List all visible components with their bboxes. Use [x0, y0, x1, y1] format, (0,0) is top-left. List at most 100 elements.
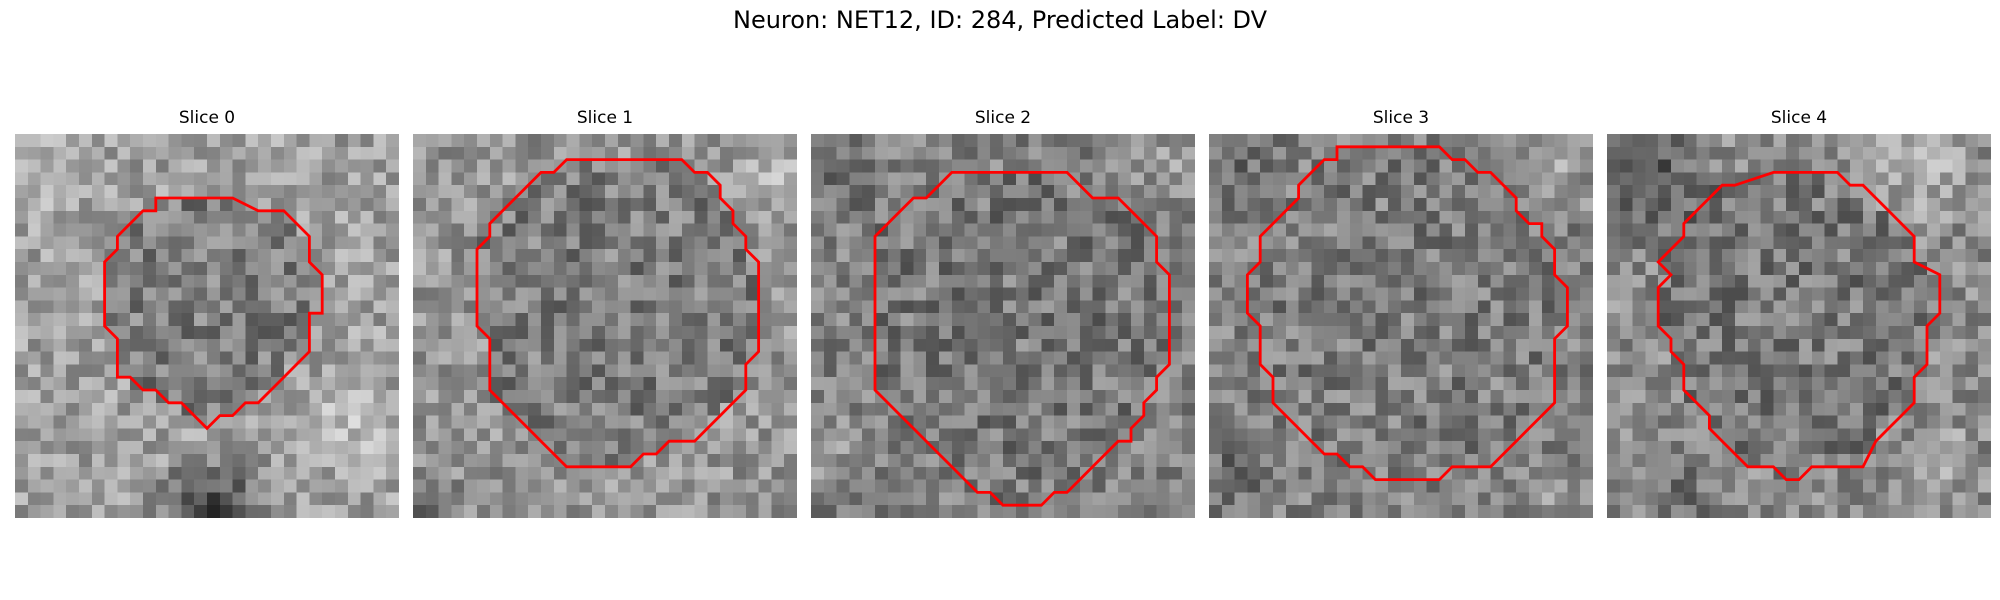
image-pixel — [143, 492, 157, 506]
image-pixel — [720, 479, 734, 493]
image-pixel — [1888, 172, 1902, 186]
image-pixel — [1311, 338, 1325, 352]
image-pixel — [1632, 454, 1646, 468]
image-pixel — [1875, 274, 1889, 288]
image-pixel — [515, 454, 529, 468]
image-pixel — [1221, 428, 1235, 442]
image-pixel — [1567, 441, 1581, 455]
image-pixel — [425, 364, 439, 378]
image-pixel — [758, 300, 772, 314]
image-pixel — [425, 287, 439, 301]
image-pixel — [464, 249, 478, 263]
image-pixel — [425, 338, 439, 352]
image-pixel — [1298, 236, 1312, 250]
image-pixel — [322, 134, 336, 148]
image-pixel — [1607, 377, 1621, 391]
image-pixel — [977, 377, 991, 391]
image-pixel — [1837, 505, 1851, 518]
image-pixel — [1209, 262, 1223, 276]
image-pixel — [1349, 223, 1363, 237]
image-pixel — [1156, 377, 1170, 391]
image-pixel — [694, 390, 708, 404]
image-pixel — [836, 326, 850, 340]
image-pixel — [1914, 313, 1928, 327]
image-pixel — [271, 313, 285, 327]
image-pixel — [1003, 492, 1017, 506]
image-pixel — [1426, 274, 1440, 288]
image-pixel — [1529, 338, 1543, 352]
image-pixel — [477, 287, 491, 301]
image-pixel — [207, 185, 221, 199]
image-pixel — [219, 185, 233, 199]
image-pixel — [1939, 428, 1953, 442]
image-pixel — [1658, 300, 1672, 314]
image-pixel — [1003, 210, 1017, 224]
image-pixel — [720, 428, 734, 442]
image-pixel — [1850, 479, 1864, 493]
image-pixel — [502, 300, 516, 314]
image-pixel — [1696, 390, 1710, 404]
image-pixel — [181, 466, 195, 480]
image-pixel — [1118, 134, 1132, 148]
image-pixel — [1260, 415, 1274, 429]
image-pixel — [771, 287, 785, 301]
image-pixel — [964, 249, 978, 263]
image-pixel — [939, 390, 953, 404]
image-pixel — [40, 146, 54, 160]
image-pixel — [1503, 146, 1517, 160]
image-pixel — [1978, 198, 1991, 212]
image-pixel — [745, 300, 759, 314]
image-pixel — [541, 377, 555, 391]
image-pixel — [1105, 390, 1119, 404]
image-pixel — [592, 390, 606, 404]
image-pixel — [1554, 454, 1568, 468]
image-pixel — [283, 505, 297, 518]
image-pixel — [464, 492, 478, 506]
image-pixel — [1901, 236, 1915, 250]
image-pixel — [1362, 185, 1376, 199]
image-pixel — [155, 198, 169, 212]
image-pixel — [1273, 338, 1287, 352]
image-pixel — [707, 377, 721, 391]
image-pixel — [733, 159, 747, 173]
image-pixel — [605, 326, 619, 340]
image-pixel — [964, 466, 978, 480]
image-pixel — [1285, 505, 1299, 518]
image-pixel — [1156, 479, 1170, 493]
image-pixel — [1234, 287, 1248, 301]
image-pixel — [1683, 249, 1697, 263]
image-pixel — [553, 402, 567, 416]
image-pixel — [79, 262, 93, 276]
image-pixel — [926, 172, 940, 186]
image-pixel — [168, 428, 182, 442]
image-pixel — [1260, 274, 1274, 288]
image-pixel — [1337, 159, 1351, 173]
image-pixel — [1965, 159, 1979, 173]
image-pixel — [181, 236, 195, 250]
image-pixel — [811, 326, 825, 340]
image-pixel — [1709, 210, 1723, 224]
image-pixel — [1978, 236, 1991, 250]
image-pixel — [1722, 146, 1736, 160]
image-pixel — [1683, 134, 1697, 148]
image-pixel — [1567, 415, 1581, 429]
image-pixel — [605, 146, 619, 160]
image-pixel — [1413, 134, 1427, 148]
image-pixel — [1671, 505, 1685, 518]
image-pixel — [656, 274, 670, 288]
image-pixel — [707, 505, 721, 518]
image-pixel — [1965, 249, 1979, 263]
image-pixel — [1041, 223, 1055, 237]
image-pixel — [117, 274, 131, 288]
image-pixel — [451, 198, 465, 212]
image-pixel — [681, 185, 695, 199]
image-pixel — [1221, 313, 1235, 327]
image-pixel — [630, 172, 644, 186]
image-pixel — [1067, 159, 1081, 173]
image-pixel — [1490, 223, 1504, 237]
image-pixel — [219, 402, 233, 416]
image-pixel — [887, 185, 901, 199]
image-pixel — [335, 466, 349, 480]
image-pixel — [1041, 377, 1055, 391]
image-pixel — [951, 274, 965, 288]
